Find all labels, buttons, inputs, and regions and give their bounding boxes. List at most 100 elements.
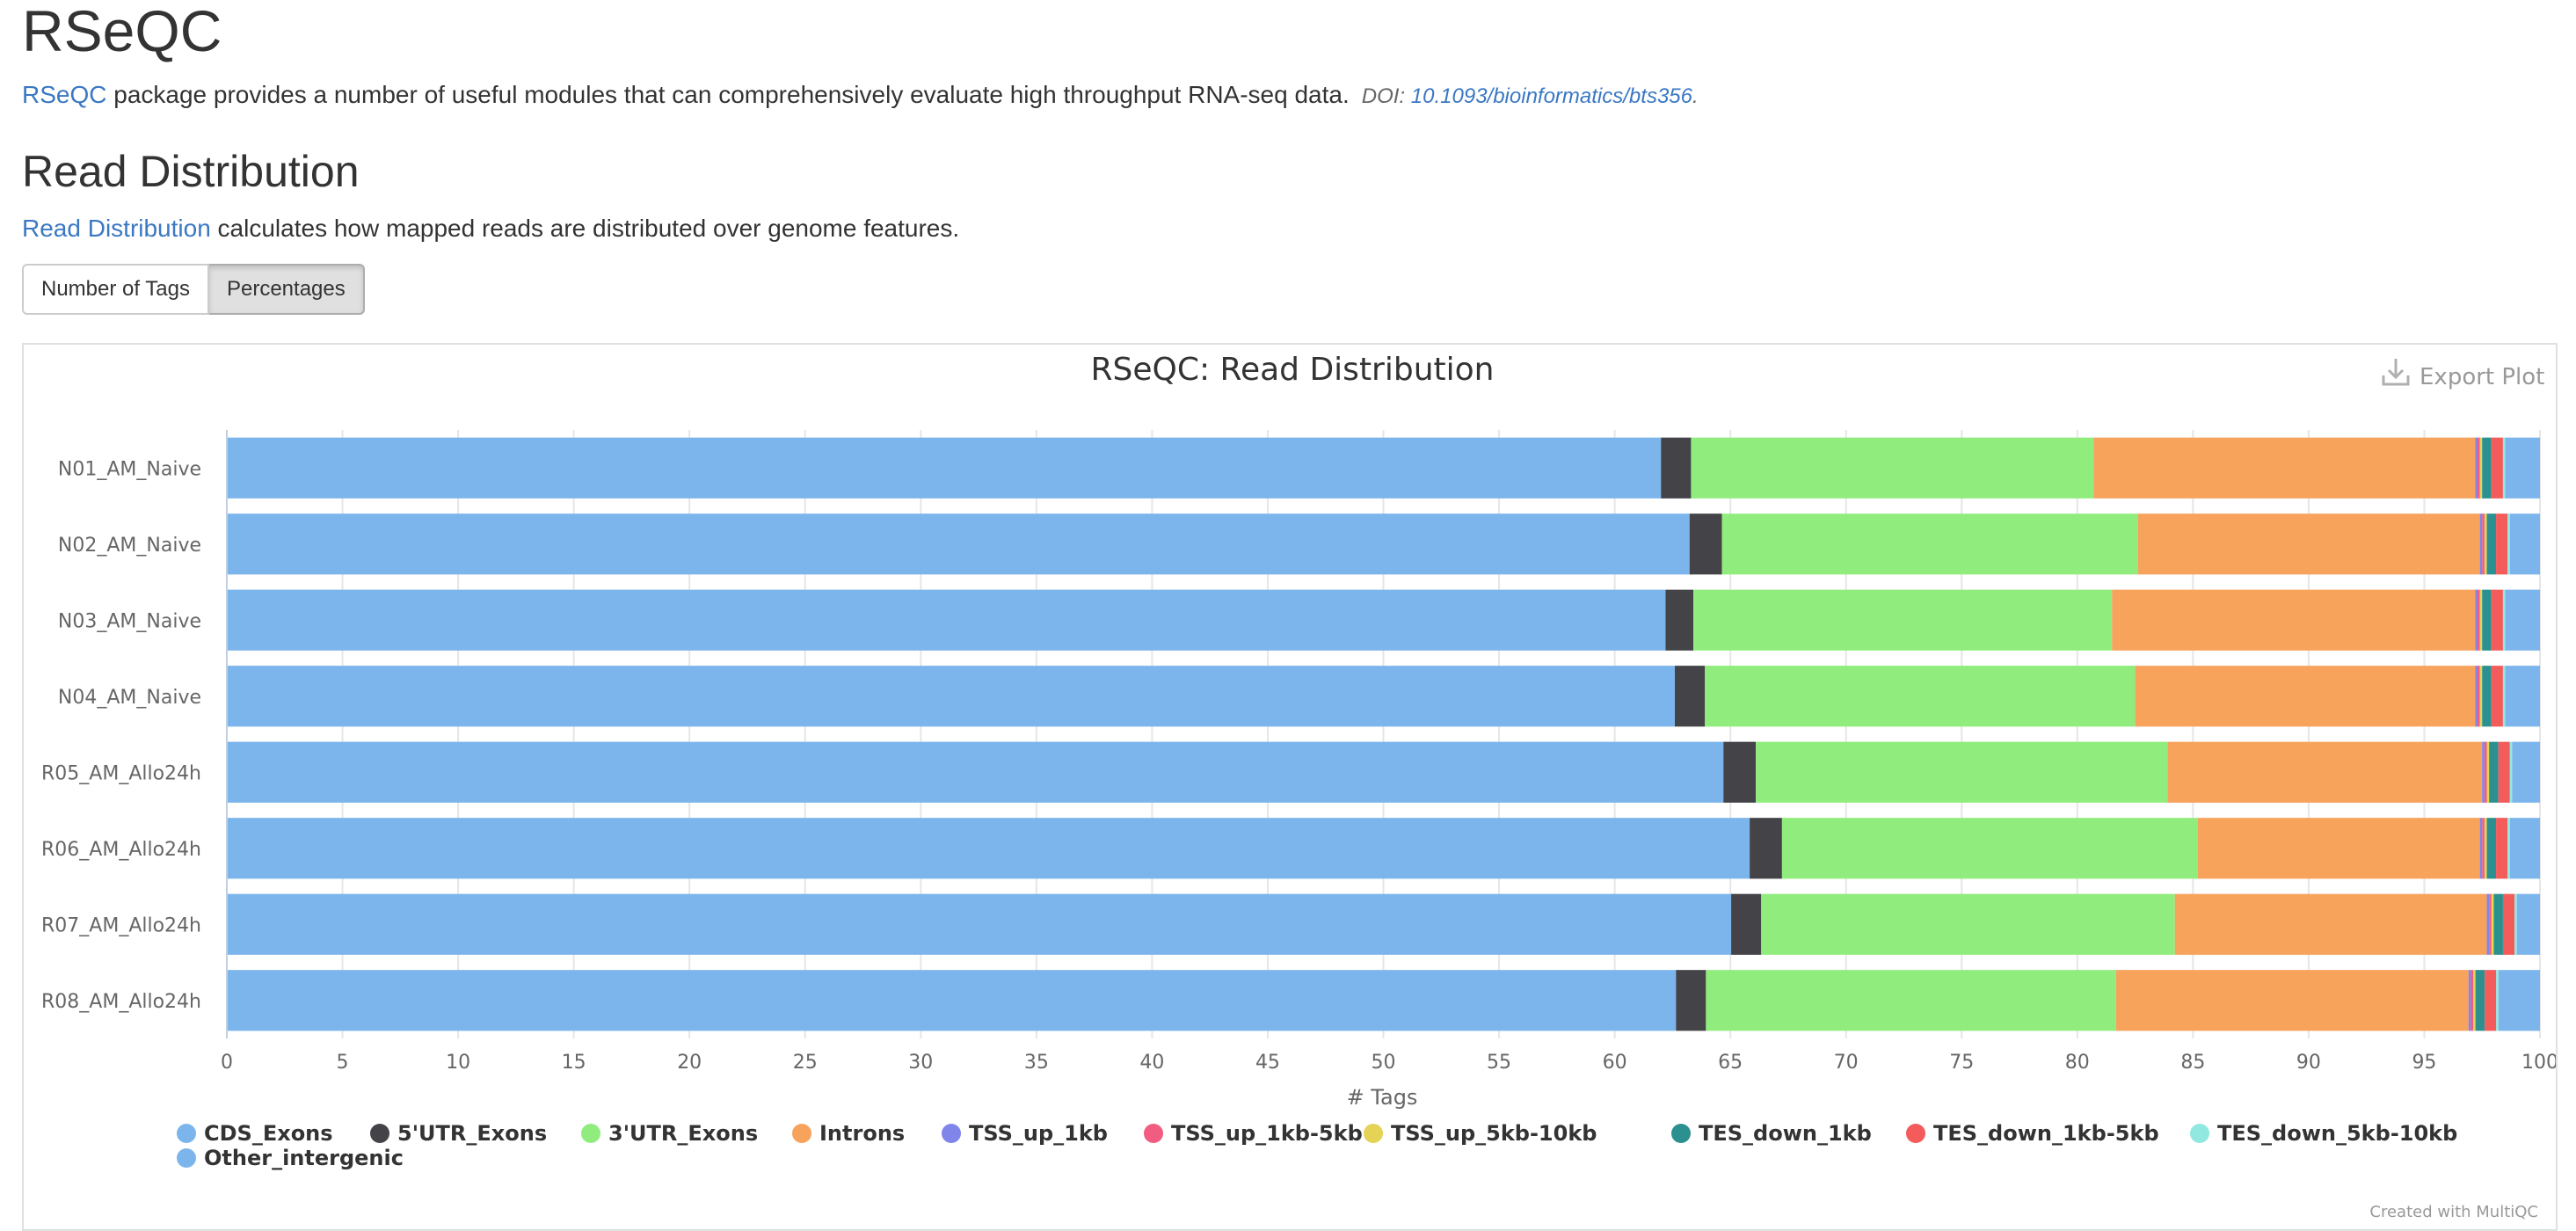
bar-segment[interactable] [2473,970,2476,1031]
bar-segment[interactable] [2491,589,2503,651]
bar-segment[interactable] [1675,666,1706,727]
bar-segment[interactable] [1705,666,2136,727]
bar-segment[interactable] [2509,741,2513,803]
bar-segment[interactable] [2484,741,2487,803]
bar-segment[interactable] [2512,741,2540,803]
bar-segment[interactable] [2491,666,2503,727]
number-of-tags-button[interactable]: Number of Tags [22,264,209,315]
bar-segment[interactable] [2491,893,2494,955]
bar-segment[interactable] [227,970,1677,1031]
bar-segment[interactable] [2502,437,2506,499]
bar-segment[interactable] [2484,514,2487,575]
bar-segment[interactable] [2485,970,2497,1031]
doi-link[interactable]: 10.1093/bioinformatics/bts356 [1410,84,1692,108]
bar-segment[interactable] [2482,589,2492,651]
bar-segment[interactable] [2479,666,2483,727]
bar-segment[interactable] [2174,893,2487,955]
bar-segment[interactable] [2137,514,2480,575]
bar-segment[interactable] [2479,818,2483,879]
bar-segment[interactable] [2115,970,2469,1031]
bar-segment[interactable] [2505,666,2540,727]
bar-segment[interactable] [2468,970,2471,1031]
bar-segment[interactable] [2477,589,2480,651]
bar-segment[interactable] [1706,970,2116,1031]
bar-segment[interactable] [227,818,1750,879]
bar-segment[interactable] [2475,666,2478,727]
bar-segment[interactable] [227,741,1724,803]
bar-segment[interactable] [2482,741,2485,803]
bar-segment[interactable] [2496,514,2508,575]
bar-segment[interactable] [2486,818,2497,879]
bar-segment[interactable] [2112,589,2476,651]
legend-item[interactable]: TSS_up_5kb-10kb [1364,1121,1597,1146]
bar-segment[interactable] [1781,818,2199,879]
legend-item[interactable]: Introns [792,1121,905,1146]
legend-item[interactable]: TES_down_5kb-10kb [2190,1121,2457,1146]
bar-segment[interactable] [2498,741,2510,803]
bar-segment[interactable] [2507,818,2510,879]
bar-segment[interactable] [2479,437,2483,499]
bar-segment[interactable] [1731,893,1762,955]
bar-segment[interactable] [2135,666,2476,727]
bar-segment[interactable] [2491,437,2503,499]
bar-segment[interactable] [2093,437,2476,499]
legend-item[interactable]: TES_down_1kb-5kb [1906,1121,2159,1146]
bar-segment[interactable] [2502,666,2506,727]
bar-segment[interactable] [2486,893,2490,955]
bar-segment[interactable] [2470,970,2474,1031]
bar-segment[interactable] [2198,818,2480,879]
bar-segment[interactable] [2479,589,2483,651]
bar-segment[interactable] [2505,437,2540,499]
bar-segment[interactable] [227,666,1676,727]
bar-segment[interactable] [2167,741,2483,803]
bar-segment[interactable] [1721,514,2138,575]
bar-segment[interactable] [2505,589,2540,651]
bar-segment[interactable] [2489,893,2492,955]
bar-segment[interactable] [2507,514,2510,575]
bar-segment[interactable] [1693,589,2113,651]
bar-segment[interactable] [2475,589,2478,651]
bar-segment[interactable] [1661,437,1692,499]
bar-segment[interactable] [2498,970,2540,1031]
read-distribution-link[interactable]: Read Distribution [22,215,211,242]
bar-segment[interactable] [2493,893,2503,955]
bar-segment[interactable] [2486,514,2497,575]
bar-segment[interactable] [2477,437,2480,499]
bar-segment[interactable] [1676,970,1706,1031]
export-plot-button[interactable]: Export Plot [2382,359,2544,390]
bar-segment[interactable] [227,437,1662,499]
bar-segment[interactable] [1756,741,2168,803]
bar-segment[interactable] [2489,741,2499,803]
bar-segment[interactable] [2479,514,2483,575]
bar-segment[interactable] [2516,893,2540,955]
bar-segment[interactable] [2509,818,2540,879]
bar-segment[interactable] [2475,970,2485,1031]
bar-segment[interactable] [2502,589,2506,651]
bar-segment[interactable] [1691,437,2094,499]
bar-segment[interactable] [227,589,1666,651]
bar-segment[interactable] [2509,514,2540,575]
bar-segment[interactable] [2477,666,2480,727]
bar-segment[interactable] [2484,818,2487,879]
bar-segment[interactable] [1723,741,1757,803]
bar-segment[interactable] [1689,514,1722,575]
bar-segment[interactable] [2514,893,2517,955]
bar-segment[interactable] [227,514,1690,575]
bar-segment[interactable] [1665,589,1694,651]
bar-segment[interactable] [1761,893,2175,955]
bar-segment[interactable] [2486,741,2490,803]
legend-item[interactable]: TES_down_1kb [1671,1121,1872,1146]
bar-segment[interactable] [2482,818,2485,879]
bar-segment[interactable] [2482,437,2492,499]
bar-segment[interactable] [227,893,1732,955]
bar-segment[interactable] [2502,893,2515,955]
legend-item[interactable]: TSS_up_1kb-5kb [1144,1121,1363,1146]
legend-item[interactable]: 5'UTR_Exons [370,1121,547,1146]
bar-segment[interactable] [1750,818,1782,879]
legend-item[interactable]: TSS_up_1kb [942,1121,1108,1146]
bar-segment[interactable] [2482,514,2485,575]
legend-item[interactable]: Other_intergenic [177,1146,404,1170]
legend-item[interactable]: CDS_Exons [177,1121,333,1146]
bar-segment[interactable] [2482,666,2492,727]
bar-segment[interactable] [2496,818,2508,879]
